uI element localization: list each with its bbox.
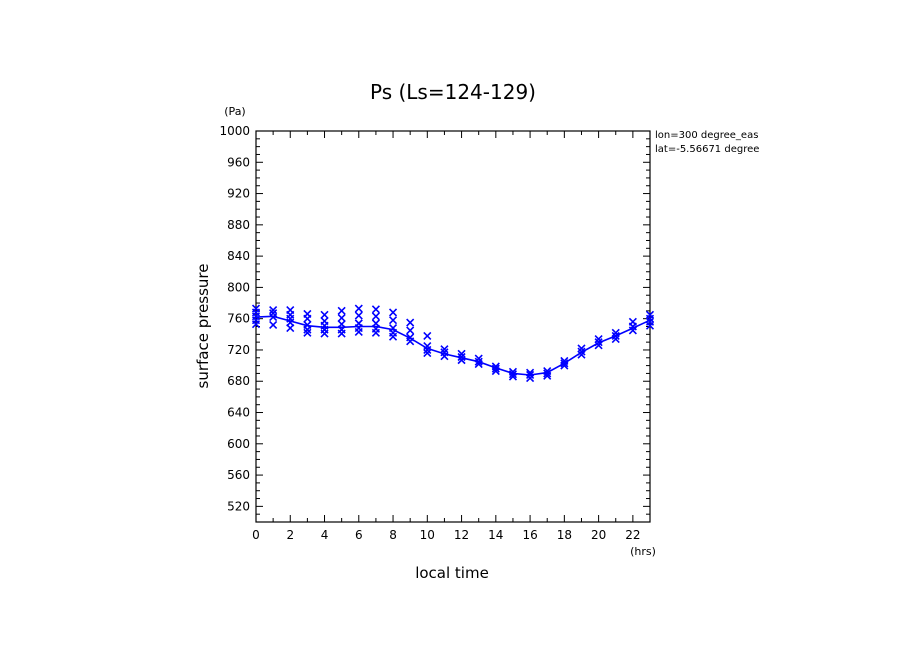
data-point-marker: [337, 306, 346, 315]
data-point-marker: [508, 370, 518, 379]
data-point-marker: [594, 334, 603, 344]
data-point-marker: [543, 371, 552, 380]
data-point-marker: [628, 326, 637, 335]
x-tick-label: 16: [522, 528, 537, 542]
x-tick-label: 22: [625, 528, 640, 542]
data-point-marker: [526, 374, 535, 383]
data-point-marker: [423, 345, 432, 355]
y-tick-label: 960: [227, 155, 250, 169]
data-point-marker: [491, 367, 500, 376]
data-point-marker: [526, 370, 535, 380]
data-point-marker: [423, 349, 432, 358]
data-point-marker: [474, 357, 483, 366]
annotation-lat: lat=-5.56671 degree: [655, 144, 759, 155]
data-point-marker: [577, 350, 586, 359]
data-point-marker: [543, 369, 552, 378]
x-axis-label: local time: [415, 564, 489, 582]
data-point-marker: [320, 310, 329, 319]
data-point-marker: [388, 316, 398, 325]
data-point-marker: [337, 313, 346, 322]
y-tick-label: 800: [227, 280, 250, 294]
y-tick-label: 600: [227, 437, 250, 451]
data-point-marker: [388, 332, 398, 341]
data-point-marker: [440, 345, 449, 354]
data-point-marker: [320, 329, 329, 338]
axes: 5205606006406807207608008408809209601000…: [219, 124, 651, 542]
data-point-marker: [371, 328, 380, 337]
y-tick-label: 560: [227, 468, 250, 482]
x-tick-label: 6: [355, 528, 363, 542]
plot-area: [251, 304, 655, 383]
y-tick-label: 1000: [219, 124, 250, 138]
y-unit-label: (Pa): [224, 105, 245, 118]
data-point-marker: [406, 326, 415, 335]
data-point-marker: [371, 312, 380, 321]
x-tick-label: 14: [488, 528, 503, 542]
data-point-marker: [577, 347, 586, 356]
data-point-marker: [457, 349, 466, 358]
x-unit-label: (hrs): [630, 545, 656, 558]
data-point-marker: [560, 359, 569, 368]
data-point-marker: [577, 344, 586, 353]
y-tick-label: 840: [227, 249, 250, 263]
annotation-lon: lon=300 degree_eas: [655, 130, 758, 141]
x-tick-label: 12: [454, 528, 469, 542]
data-point-marker: [269, 320, 278, 330]
y-tick-label: 720: [227, 343, 250, 357]
data-point-marker: [337, 329, 346, 338]
mean-pressure-line: [255, 315, 651, 376]
y-tick-label: 920: [227, 187, 250, 201]
data-point-marker: [474, 359, 483, 369]
data-point-marker: [354, 304, 363, 313]
data-point-marker: [594, 338, 603, 347]
data-point-marker: [303, 314, 312, 323]
data-point-marker: [251, 320, 261, 329]
data-point-marker: [645, 321, 655, 330]
data-point-marker: [594, 341, 603, 350]
data-point-marker: [388, 308, 398, 317]
y-tick-label: 640: [227, 406, 250, 420]
y-tick-label: 680: [227, 374, 250, 388]
data-point-marker: [457, 356, 466, 365]
data-point-marker: [645, 314, 655, 323]
data-point-marker: [303, 325, 312, 334]
y-axis-label: surface pressure: [194, 264, 212, 389]
data-point-marker: [611, 331, 620, 340]
x-tick-label: 4: [321, 528, 329, 542]
data-point-marker: [354, 311, 363, 320]
data-point-marker: [508, 372, 518, 381]
x-tick-label: 10: [420, 528, 435, 542]
data-point-marker: [371, 305, 380, 314]
x-tick-label: 0: [252, 528, 260, 542]
data-point-marker: [354, 327, 363, 337]
data-point-marker: [286, 323, 295, 333]
data-point-marker: [560, 361, 569, 370]
data-point-marker: [440, 352, 449, 361]
data-point-marker: [406, 337, 415, 346]
data-point-marker: [611, 328, 620, 337]
data-point-marker: [269, 313, 278, 322]
y-tick-label: 520: [227, 499, 250, 513]
y-tick-label: 760: [227, 312, 250, 326]
x-tick-label: 2: [286, 528, 294, 542]
data-point-marker: [303, 328, 312, 337]
x-tick-label: 20: [591, 528, 606, 542]
data-point-marker: [269, 306, 278, 315]
data-point-marker: [491, 364, 500, 373]
x-tick-label: 8: [389, 528, 397, 542]
data-point-marker: [457, 352, 466, 362]
x-tick-label: 18: [557, 528, 572, 542]
data-point-marker: [406, 318, 415, 327]
y-tick-label: 880: [227, 218, 250, 232]
data-point-marker: [423, 331, 432, 340]
data-point-marker: [611, 334, 620, 344]
chart-title: Ps (Ls=124-129): [370, 80, 536, 104]
